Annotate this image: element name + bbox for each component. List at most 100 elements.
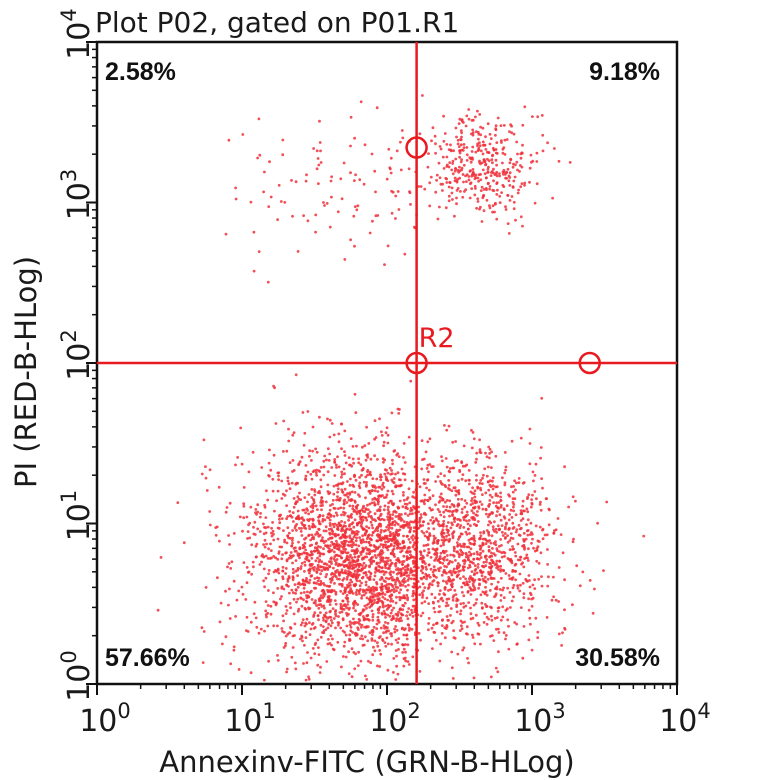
data-point: [306, 651, 309, 654]
data-point: [288, 510, 292, 513]
data-point: [219, 601, 223, 605]
data-point: [349, 238, 352, 242]
data-point: [349, 115, 353, 119]
data-point: [371, 602, 375, 606]
gate-handle[interactable]: [405, 351, 428, 375]
data-point: [386, 244, 390, 248]
data-point: [508, 171, 512, 175]
data-point: [467, 545, 471, 549]
data-point: [499, 593, 503, 597]
data-point: [497, 568, 500, 571]
data-point: [437, 558, 440, 562]
data-point: [332, 525, 336, 529]
data-point: [358, 579, 362, 583]
data-point: [346, 600, 350, 603]
data-point: [314, 586, 317, 590]
data-point: [280, 586, 284, 590]
data-point: [376, 641, 379, 645]
data-point: [546, 584, 550, 588]
data-point: [351, 631, 354, 634]
data-point: [333, 574, 337, 577]
data-point: [352, 535, 356, 539]
data-point: [300, 604, 304, 608]
data-point: [395, 654, 398, 658]
data-point: [444, 508, 448, 512]
data-point: [343, 603, 347, 606]
data-point: [276, 567, 280, 571]
data-point: [390, 642, 393, 646]
data-point: [339, 544, 343, 548]
data-point: [252, 565, 255, 569]
data-point: [349, 437, 353, 440]
data-point: [377, 597, 381, 600]
data-point: [445, 428, 449, 432]
quadrant-gate-r2[interactable]: R2: [97, 42, 677, 684]
data-point: [394, 638, 398, 642]
data-point: [474, 130, 478, 134]
data-point: [402, 594, 406, 598]
data-point: [376, 529, 380, 533]
data-point: [419, 638, 422, 642]
data-point: [476, 520, 480, 523]
data-point: [504, 523, 508, 526]
data-point: [408, 613, 412, 617]
data-point: [373, 503, 377, 507]
data-point: [269, 549, 273, 552]
data-point: [350, 490, 354, 494]
data-point: [435, 178, 438, 182]
data-point: [357, 457, 360, 461]
data-point: [368, 600, 372, 604]
data-point: [427, 488, 431, 492]
data-point: [421, 559, 424, 563]
data-point: [382, 485, 386, 489]
data-point: [301, 543, 305, 547]
data-point: [299, 596, 303, 600]
data-point: [389, 534, 392, 538]
data-point: [554, 528, 558, 532]
data-point: [486, 465, 490, 469]
gate-handle[interactable]: [578, 351, 601, 375]
data-point: [327, 516, 331, 520]
data-point: [258, 563, 262, 566]
data-point: [319, 161, 323, 164]
data-point: [360, 568, 364, 571]
data-point: [479, 133, 483, 137]
data-point: [490, 534, 494, 538]
data-point: [348, 536, 352, 540]
data-point: [270, 531, 273, 535]
data-point: [496, 188, 499, 192]
data-point: [276, 526, 280, 530]
data-point: [423, 549, 426, 553]
data-point: [465, 180, 468, 184]
data-point: [288, 554, 292, 557]
data-point: [284, 612, 288, 615]
data-point: [432, 537, 436, 541]
data-point: [469, 617, 473, 621]
data-point: [297, 607, 301, 611]
data-point: [392, 587, 396, 591]
data-point: [280, 595, 283, 598]
gate-handle[interactable]: [405, 136, 428, 159]
data-point: [464, 515, 467, 519]
data-point: [455, 202, 458, 206]
data-point: [318, 514, 322, 518]
data-point: [423, 493, 427, 497]
data-point: [528, 585, 532, 589]
data-point: [302, 214, 305, 218]
data-point: [421, 611, 425, 615]
data-point: [368, 590, 372, 594]
data-point: [479, 125, 482, 129]
data-point: [379, 494, 383, 498]
data-point: [547, 523, 551, 527]
data-point: [454, 167, 457, 171]
data-point: [385, 534, 389, 538]
data-point: [442, 114, 445, 118]
data-point: [262, 190, 265, 194]
data-point: [296, 509, 300, 513]
data-point: [466, 590, 470, 594]
data-point: [426, 554, 429, 557]
data-point: [264, 516, 268, 519]
data-point: [326, 642, 330, 646]
data-point: [285, 583, 288, 587]
data-point: [394, 580, 397, 584]
